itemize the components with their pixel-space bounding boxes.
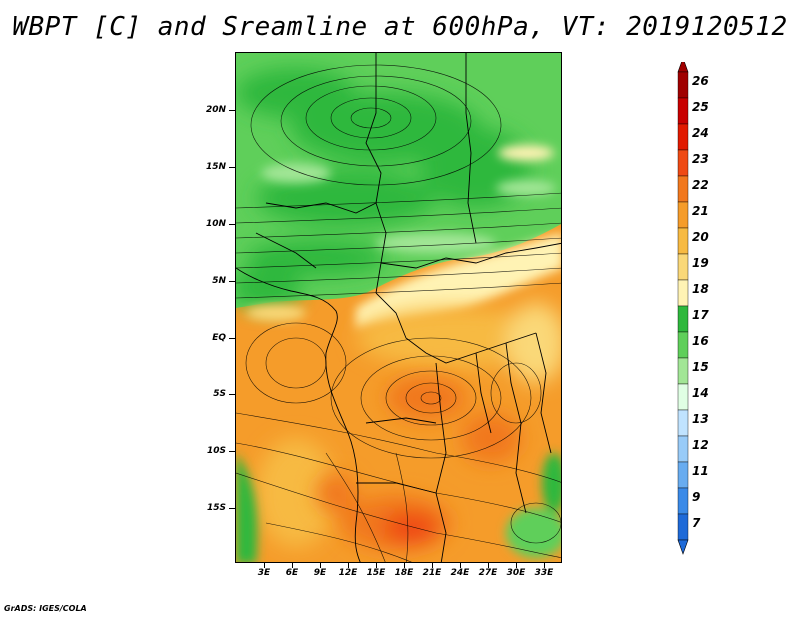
- wbpt-deep-orange: [316, 376, 521, 551]
- lon-tick: [544, 563, 545, 568]
- colorbar-segment: [677, 383, 689, 411]
- lon-label-9e: 9E: [313, 568, 327, 578]
- lat-tick: [229, 281, 235, 282]
- lon-label-33e: 33E: [534, 568, 554, 578]
- colorbar-segment: [677, 97, 689, 125]
- colorbar-label: 18: [692, 282, 709, 296]
- lat-tick: [229, 508, 235, 509]
- colorbar-label: 22: [692, 178, 709, 192]
- lon-label-21e: 21E: [422, 568, 442, 578]
- lat-tick: [229, 224, 235, 225]
- coastlines-borders: [236, 53, 561, 562]
- lat-tick: [229, 394, 235, 395]
- lon-tick: [488, 563, 489, 568]
- lat-label-10n: 10N: [205, 219, 226, 229]
- colorbar-label: 19: [692, 256, 709, 270]
- colorbar-segment: [677, 461, 689, 489]
- map-panel: [235, 52, 562, 563]
- lon-tick: [460, 563, 461, 568]
- wbpt-light-green-patches: [261, 163, 556, 253]
- lon-label-15e: 15E: [366, 568, 386, 578]
- colorbar-segment: [677, 513, 689, 541]
- lat-tick: [229, 167, 235, 168]
- colorbar-segment: [677, 487, 689, 515]
- colorbar-label: 12: [692, 438, 709, 452]
- lon-label-3e: 3E: [257, 568, 271, 578]
- wbpt-green-south: [236, 453, 561, 562]
- colorbar-label: 9: [692, 490, 701, 504]
- lon-tick: [376, 563, 377, 568]
- lat-label-eq: EQ: [212, 333, 226, 343]
- colorbar-label: 24: [692, 126, 709, 140]
- colorbar-label: 7: [692, 516, 701, 530]
- lat-label-5n: 5N: [212, 276, 226, 286]
- lon-label-18e: 18E: [394, 568, 414, 578]
- colorbar-segment: [677, 331, 689, 359]
- lon-tick: [292, 563, 293, 568]
- lon-tick: [320, 563, 321, 568]
- colorbar-segment: [677, 149, 689, 177]
- lon-tick: [516, 563, 517, 568]
- lon-tick: [432, 563, 433, 568]
- colorbar-label: 17: [692, 308, 709, 322]
- lat-label-20n: 20N: [205, 105, 226, 115]
- colorbar-segment: [677, 71, 689, 99]
- colorbar-label: 14: [692, 386, 709, 400]
- colorbar-top-arrow: [677, 62, 689, 73]
- lat-tick: [229, 338, 235, 339]
- colorbar-label: 21: [692, 204, 709, 218]
- lon-tick: [264, 563, 265, 568]
- colorbar-segment: [677, 227, 689, 255]
- colorbar-segment: [677, 175, 689, 203]
- lon-label-12e: 12E: [338, 568, 358, 578]
- colorbar-segment: [677, 253, 689, 281]
- colorbar-label: 23: [692, 152, 709, 166]
- lat-label-5s: 5S: [213, 389, 226, 399]
- colorbar-label: 20: [692, 230, 709, 244]
- lat-label-15n: 15N: [205, 162, 226, 172]
- colorbar-label: 26: [692, 74, 709, 88]
- colorbar: [677, 62, 689, 555]
- streamlines: [236, 64, 561, 562]
- map-svg: [236, 53, 561, 562]
- colorbar-label: 11: [692, 464, 709, 478]
- lon-tick: [348, 563, 349, 568]
- colorbar-label: 15: [692, 360, 709, 374]
- colorbar-segment: [677, 305, 689, 333]
- wbpt-yellow-band: [246, 145, 561, 328]
- colorbar-segment: [677, 201, 689, 229]
- colorbar-segment: [677, 435, 689, 463]
- lon-label-24e: 24E: [450, 568, 470, 578]
- colorbar-label: 25: [692, 100, 709, 114]
- colorbar-label: 16: [692, 334, 709, 348]
- colorbar-segment: [677, 357, 689, 385]
- colorbar-segments: [677, 62, 689, 555]
- lat-label-15s: 15S: [206, 503, 226, 513]
- colorbar-segment: [677, 123, 689, 151]
- colorbar-bottom-arrow: [677, 539, 689, 555]
- lon-tick: [404, 563, 405, 568]
- colorbar-segment: [677, 279, 689, 307]
- lat-tick: [229, 110, 235, 111]
- lat-tick: [229, 451, 235, 452]
- colorbar-label: 13: [692, 412, 709, 426]
- lat-label-10s: 10S: [206, 446, 226, 456]
- plot-title: WBPT [C] and Sreamline at 600hPa, VT: 20…: [12, 12, 788, 42]
- lon-label-6e: 6E: [285, 568, 299, 578]
- credit-text: GrADS: IGES/COLA: [4, 604, 87, 613]
- lon-label-30e: 30E: [506, 568, 526, 578]
- colorbar-segment: [677, 409, 689, 437]
- lon-label-27e: 27E: [478, 568, 498, 578]
